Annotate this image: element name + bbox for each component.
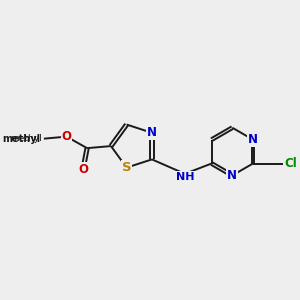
- Text: O: O: [61, 130, 71, 143]
- Text: Cl: Cl: [285, 157, 297, 170]
- Text: O: O: [78, 163, 88, 176]
- Text: N: N: [147, 126, 157, 139]
- Text: S: S: [122, 161, 131, 174]
- Text: NH: NH: [176, 172, 194, 182]
- Text: methyl: methyl: [10, 134, 42, 143]
- Text: N: N: [248, 133, 258, 146]
- Text: N: N: [227, 169, 237, 182]
- Text: methyl: methyl: [2, 134, 40, 144]
